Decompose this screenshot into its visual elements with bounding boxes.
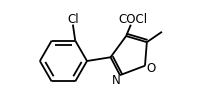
Text: N: N: [111, 74, 119, 87]
Text: O: O: [146, 62, 155, 75]
Text: COCl: COCl: [118, 13, 147, 26]
Text: Cl: Cl: [67, 13, 78, 26]
